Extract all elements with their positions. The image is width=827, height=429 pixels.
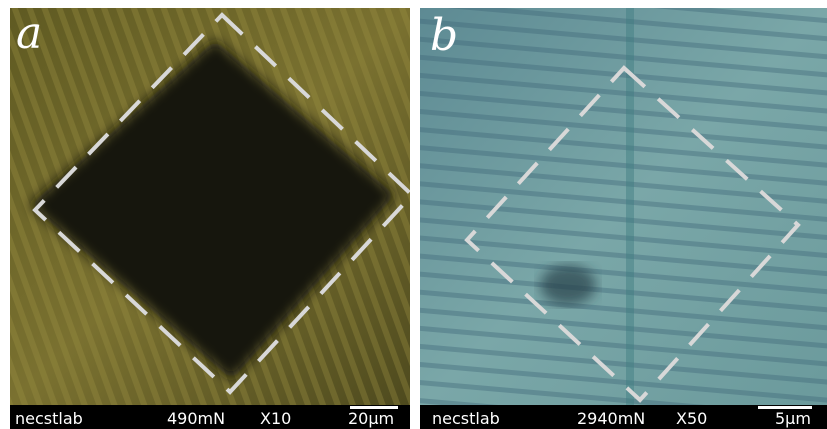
panel-label: b [430, 10, 458, 61]
micrograph-b [420, 8, 827, 405]
panel-label: a [16, 8, 42, 59]
lab-name: necstlab [15, 409, 83, 428]
load: 490mN [167, 409, 225, 428]
magnification: X50 [676, 409, 707, 428]
figure: a b necstlab 490mN X10 20µm necstlab 294… [0, 0, 827, 429]
load: 2940mN [577, 409, 645, 428]
magnification: X10 [260, 409, 291, 428]
micrograph-a [10, 8, 412, 405]
lab-name: necstlab [432, 409, 500, 428]
scale: 20µm [348, 409, 394, 428]
scale: 5µm [775, 409, 811, 428]
